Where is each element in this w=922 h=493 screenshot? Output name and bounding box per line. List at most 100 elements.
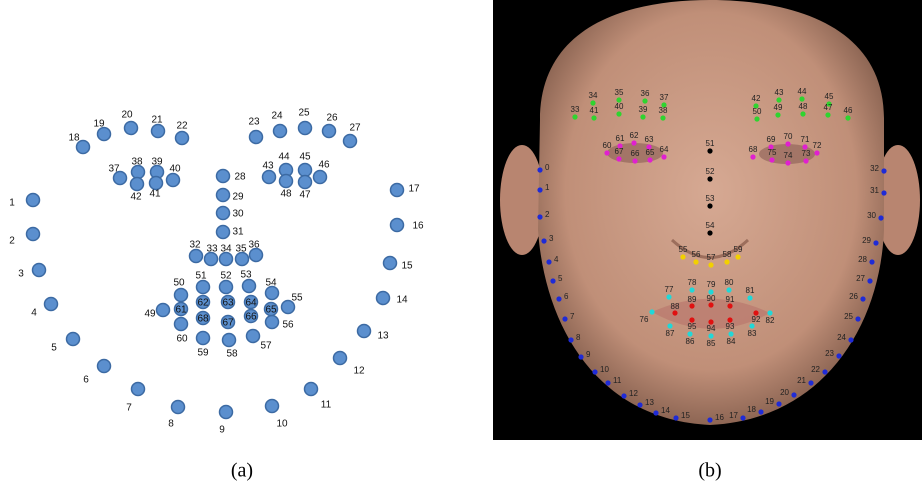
landmark-point: [556, 296, 561, 301]
landmark-label: 86: [686, 337, 695, 346]
landmark-label: 12: [629, 389, 638, 398]
landmark-point: [707, 230, 712, 235]
landmark-label: 18: [68, 133, 80, 144]
landmark-label: 16: [412, 221, 424, 232]
landmark-label: 29: [232, 192, 244, 203]
landmark-label: 20: [121, 110, 133, 121]
landmark-label: 50: [753, 107, 762, 116]
landmark-point: [377, 292, 390, 305]
landmark-label: 33: [571, 105, 580, 114]
landmark-point: [197, 332, 210, 345]
landmark-point: [546, 259, 551, 264]
landmark-point: [707, 417, 712, 422]
landmark-point: [250, 131, 263, 144]
landmark-label: 70: [784, 132, 793, 141]
landmark-point: [314, 171, 327, 184]
landmark-label: 41: [590, 106, 599, 115]
landmark-point: [767, 310, 772, 315]
landmark-label: 82: [766, 316, 775, 325]
landmark-label: 24: [837, 333, 846, 342]
landmark-point: [305, 383, 318, 396]
landmark-label: 53: [706, 194, 715, 203]
landmark-label: 3: [549, 234, 554, 243]
landmark-label: 89: [688, 295, 697, 304]
landmark-label: 30: [232, 209, 244, 220]
landmark-point: [621, 393, 626, 398]
landmark-label: 91: [726, 295, 735, 304]
landmark-point: [653, 410, 658, 415]
landmark-point: [220, 281, 233, 294]
landmark-point: [747, 295, 752, 300]
landmark-label: 16: [715, 413, 724, 422]
landmark-label: 14: [396, 295, 408, 306]
landmark-label: 30: [867, 211, 876, 220]
landmark-point: [867, 278, 872, 283]
landmark-label: 40: [615, 102, 624, 111]
landmark-point: [631, 140, 636, 145]
landmark-label: 49: [774, 103, 783, 112]
landmark-label: 31: [232, 227, 244, 238]
landmark-label: 49: [144, 309, 156, 320]
landmark-label: 21: [797, 376, 806, 385]
page: {"panel_a": {"landmarks": [1,2,3,4,5,6,7…: [0, 0, 922, 493]
landmark-label: 13: [377, 331, 389, 342]
landmark-label: 36: [641, 89, 650, 98]
landmark-label: 51: [706, 139, 715, 148]
landmark-label: 72: [813, 141, 822, 150]
landmark-label: 48: [799, 102, 808, 111]
landmark-point: [590, 100, 595, 105]
landmark-label: 41: [149, 189, 161, 200]
landmark-point: [175, 318, 188, 331]
landmark-label: 62: [197, 298, 209, 309]
landmark-point: [680, 254, 685, 259]
figure: (a) (b) 12345678910111213141516171819202…: [0, 0, 922, 493]
landmark-label: 32: [189, 240, 201, 251]
landmark-point: [637, 402, 642, 407]
landmark-point: [217, 226, 230, 239]
landmark-point: [266, 316, 279, 329]
landmark-point: [358, 325, 371, 338]
landmark-label: 61: [616, 134, 625, 143]
landmark-label: 66: [631, 149, 640, 158]
landmark-point: [769, 157, 774, 162]
landmark-label: 85: [707, 339, 716, 348]
landmark-label: 5: [51, 343, 57, 354]
landmark-label: 46: [844, 106, 853, 115]
landmark-label: 21: [151, 115, 163, 126]
landmark-point: [708, 333, 713, 338]
landmark-point: [632, 158, 637, 163]
landmark-label: 37: [108, 164, 120, 175]
landmark-label: 55: [291, 293, 303, 304]
landmark-point: [266, 400, 279, 413]
landmark-point: [125, 122, 138, 135]
landmark-label: 34: [589, 91, 598, 100]
landmark-point: [707, 203, 712, 208]
landmark-label: 63: [222, 298, 234, 309]
landmark-label: 32: [870, 164, 879, 173]
landmark-point: [825, 112, 830, 117]
landmark-label: 51: [195, 271, 207, 282]
landmark-label: 31: [870, 186, 879, 195]
landmark-point: [190, 250, 203, 263]
landmark-point: [591, 115, 596, 120]
landmark-label: 1: [545, 183, 550, 192]
landmark-point: [131, 178, 144, 191]
landmark-point: [799, 96, 804, 101]
landmark-point: [728, 331, 733, 336]
landmark-label: 65: [646, 148, 655, 157]
landmark-point: [740, 415, 745, 420]
landmark-point: [808, 380, 813, 385]
landmark-label: 84: [727, 337, 736, 346]
landmark-label: 7: [570, 312, 575, 321]
landmark-label: 45: [825, 92, 834, 101]
landmark-label: 57: [260, 341, 272, 352]
landmark-label: 88: [671, 302, 680, 311]
landmark-point: [873, 240, 878, 245]
landmark-point: [197, 281, 210, 294]
landmark-label: 23: [248, 117, 260, 128]
landmark-label: 13: [645, 398, 654, 407]
landmark-point: [845, 115, 850, 120]
landmark-label: 43: [775, 88, 784, 97]
landmark-label: 36: [248, 240, 260, 251]
landmark-point: [27, 194, 40, 207]
